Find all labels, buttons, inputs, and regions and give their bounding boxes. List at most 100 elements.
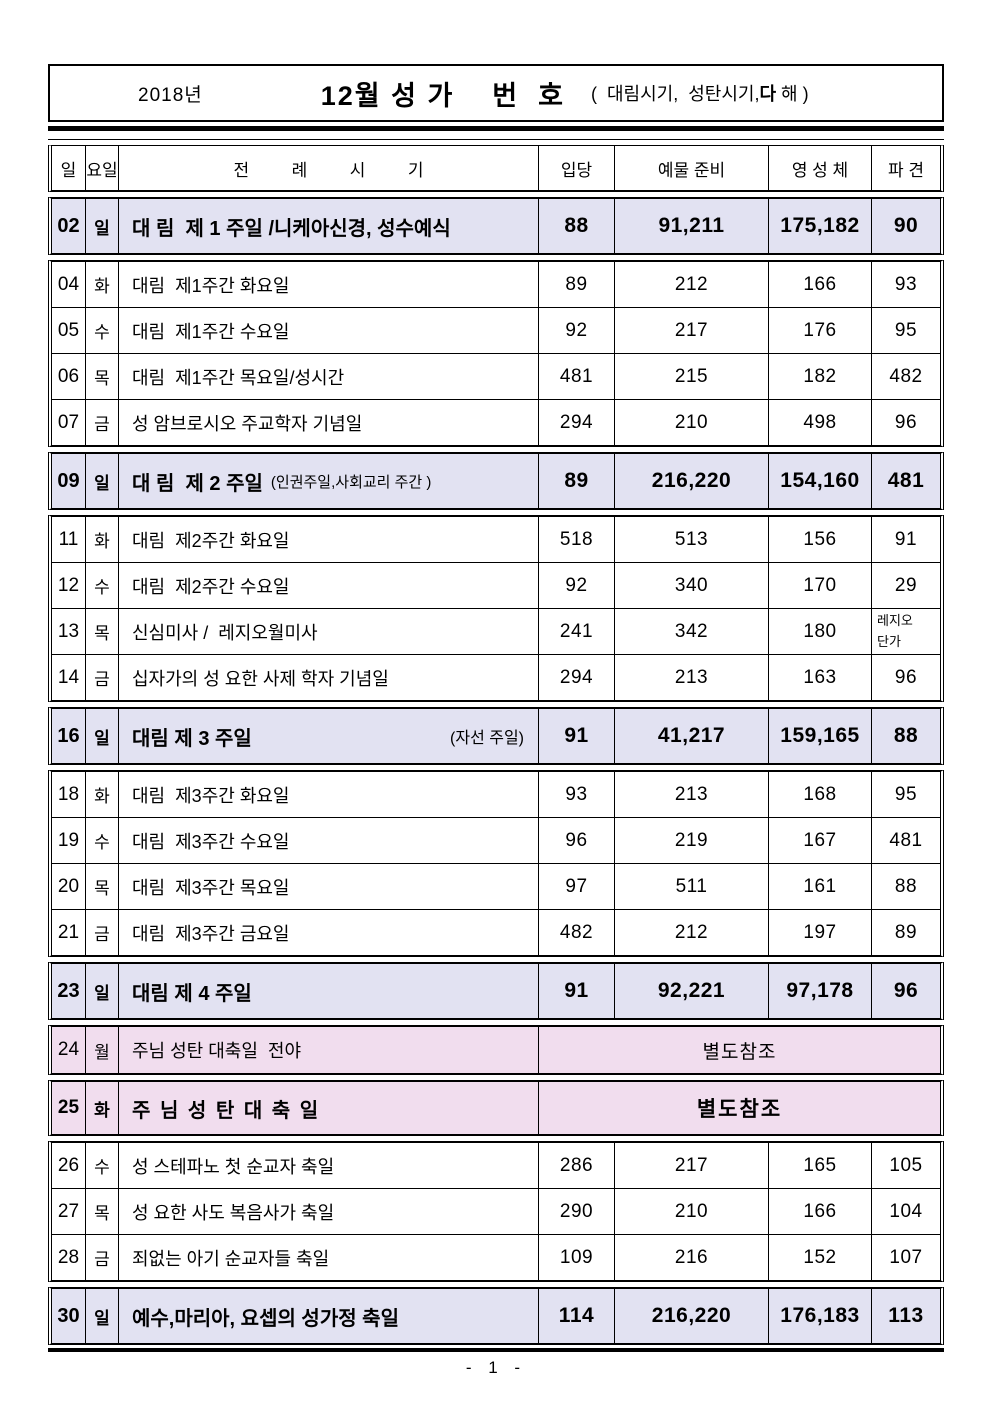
- offertory-value: 213: [615, 655, 769, 700]
- day-value: 09: [52, 454, 86, 508]
- dismissal-value: 481: [887, 469, 925, 492]
- day-value: 04: [52, 262, 86, 307]
- liturgy-title: 성 스테파노 첫 순교자 축일: [132, 1156, 335, 1177]
- header-day: 일: [52, 146, 86, 190]
- entrance-value: 294: [539, 400, 615, 445]
- offertory-value: 210: [615, 400, 769, 445]
- day-value: 16: [52, 709, 86, 763]
- header-dismissal: 파 견: [887, 160, 924, 180]
- day-value: 21: [52, 910, 86, 955]
- table-row: 16 일 대림 제 3 주일 (자선 주일) 91 41,217 159,165 …: [52, 709, 940, 763]
- title-year: 2018년: [138, 84, 203, 106]
- title-note: ( 대림시기, 성탄시기,다 해 ): [591, 80, 809, 106]
- offertory-value: 212: [615, 910, 769, 955]
- communion-value: 167: [769, 818, 872, 863]
- dismissal-value: 481: [889, 829, 923, 851]
- weekday-value: 금: [86, 1235, 119, 1280]
- weekday-value: 수: [86, 1143, 119, 1188]
- table-row: 07 금 성 암브로시오 주교학자 기념일 294 210 498 96: [52, 399, 940, 445]
- day-value: 28: [52, 1235, 86, 1280]
- communion-value: 97,178: [769, 964, 872, 1018]
- liturgy-cell: 대림 제2주간 화요일: [119, 517, 539, 562]
- title-main: 12월 성 가 번 호: [320, 80, 565, 111]
- dismissal-value: 89: [894, 921, 918, 943]
- entrance-value: 91: [539, 709, 615, 763]
- communion-value: 175,182: [769, 199, 872, 253]
- liturgy-note-inline: (인권주일,사회교리 주간 ): [270, 473, 432, 491]
- liturgy-cell: 대림 제3주간 화요일: [119, 772, 539, 817]
- liturgy-title: 대 림 제 1 주일 /니케아신경, 성수예식: [132, 217, 451, 240]
- table-row: 05 수 대림 제1주간 수요일 92 217 176 95: [52, 307, 940, 353]
- table-block: 25 화 주 님 성 탄 대 축 일 별도참조: [48, 1080, 944, 1136]
- weekday-value: 수: [86, 818, 119, 863]
- page-number: - 1 -: [465, 1358, 527, 1377]
- table-block: 18 화 대림 제3주간 화요일 93 213 168 95 19 수 대림 제…: [48, 770, 944, 957]
- weekday-value: 화: [86, 517, 119, 562]
- liturgy-cell: 대림 제2주간 수요일: [119, 563, 539, 608]
- communion-value: 170: [769, 563, 872, 608]
- table-row: 09 일 대 림 제 2 주일 (인권주일,사회교리 주간 ) 89 216,22…: [52, 454, 940, 508]
- communion-value: 161: [769, 864, 872, 909]
- liturgy-title: 성 암브로시오 주교학자 기념일: [132, 413, 363, 434]
- weekday-value: 화: [86, 772, 119, 817]
- weekday-value: 화: [86, 262, 119, 307]
- entrance-value: 241: [539, 609, 615, 654]
- weekday-value: 목: [86, 354, 119, 399]
- table-row-merged: 24 월 주님 성탄 대축일 전야 별도참조: [52, 1027, 940, 1073]
- dismissal-value: 95: [894, 319, 918, 341]
- table-row: 20 목 대림 제3주간 목요일 97 511 161 88: [52, 863, 940, 909]
- day-value: 12: [52, 563, 86, 608]
- liturgy-cell: 대림 제 3 주일 (자선 주일): [119, 709, 539, 763]
- dismissal-value: 96: [894, 411, 918, 433]
- entrance-value: 114: [539, 1289, 615, 1343]
- table-row: 30 일 예수,마리아, 요셉의 성가정 축일 114 216,220 176,…: [52, 1289, 940, 1343]
- liturgy-cell: 대 림 제 2 주일 (인권주일,사회교리 주간 ): [119, 454, 539, 508]
- weekday-value: 수: [86, 563, 119, 608]
- liturgy-cell: 대림 제1주간 수요일: [119, 308, 539, 353]
- liturgy-title: 대림 제2주간 화요일: [132, 530, 290, 551]
- dismissal-value: 482: [889, 365, 923, 387]
- liturgy-cell: 주 님 성 탄 대 축 일: [119, 1082, 539, 1134]
- liturgy-title: 성 요한 사도 복음사가 축일: [132, 1202, 335, 1223]
- liturgy-cell: 대림 제 4 주일: [119, 964, 539, 1018]
- communion-value: 166: [769, 1189, 872, 1234]
- entrance-value: 93: [539, 772, 615, 817]
- liturgy-cell: 성 요한 사도 복음사가 축일: [119, 1189, 539, 1234]
- liturgy-cell: 십자가의 성 요한 사제 학자 기념일: [119, 655, 539, 700]
- liturgy-title: 죄없는 아기 순교자들 축일: [132, 1248, 330, 1269]
- weekday-value: 금: [86, 910, 119, 955]
- table-block: 04 화 대림 제1주간 화요일 89 212 166 93 05 수 대림 제…: [48, 260, 944, 447]
- entrance-value: 481: [539, 354, 615, 399]
- title-note-year-cycle: 다: [759, 84, 777, 104]
- liturgy-title: 대림 제3주간 수요일: [132, 831, 290, 852]
- offertory-value: 342: [615, 609, 769, 654]
- bottom-rule: [48, 1348, 944, 1352]
- liturgy-title: 대림 제 3 주일: [132, 727, 252, 750]
- day-value: 20: [52, 864, 86, 909]
- day-value: 25: [52, 1082, 86, 1134]
- communion-value: 182: [769, 354, 872, 399]
- weekday-value: 월: [86, 1027, 119, 1073]
- liturgy-cell: 예수,마리아, 요셉의 성가정 축일: [119, 1289, 539, 1343]
- liturgy-title: 주님 성탄 대축일 전야: [132, 1041, 302, 1061]
- thick-divider: [48, 126, 944, 131]
- table-block: 02 일 대 림 제 1 주일 /니케아신경, 성수예식 88 91,211 1…: [48, 197, 944, 255]
- table-row: 26 수 성 스테파노 첫 순교자 축일 286 217 165 105: [52, 1143, 940, 1188]
- weekday-value: 일: [86, 709, 119, 763]
- dismissal-value: 96: [893, 979, 919, 1002]
- weekday-value: 화: [86, 1082, 119, 1134]
- liturgy-title: 대림 제3주간 화요일: [132, 785, 290, 806]
- title-note-suffix: 해 ): [776, 84, 809, 104]
- dismissal-value: 105: [889, 1154, 923, 1176]
- offertory-value: 340: [615, 563, 769, 608]
- merged-value: 별도참조: [702, 1041, 777, 1063]
- table-row: 21 금 대림 제3주간 금요일 482 212 197 89: [52, 909, 940, 955]
- table-row: 27 목 성 요한 사도 복음사가 축일 290 210 166 104: [52, 1188, 940, 1234]
- offertory-value: 217: [615, 1143, 769, 1188]
- liturgy-title: 대림 제 4 주일: [132, 982, 252, 1005]
- table-row: 18 화 대림 제3주간 화요일 93 213 168 95: [52, 772, 940, 817]
- entrance-value: 286: [539, 1143, 615, 1188]
- liturgy-title: 십자가의 성 요한 사제 학자 기념일: [132, 668, 389, 689]
- communion-value: 166: [769, 262, 872, 307]
- table-block: 23 일 대림 제 4 주일 91 92,221 97,178 96: [48, 962, 944, 1020]
